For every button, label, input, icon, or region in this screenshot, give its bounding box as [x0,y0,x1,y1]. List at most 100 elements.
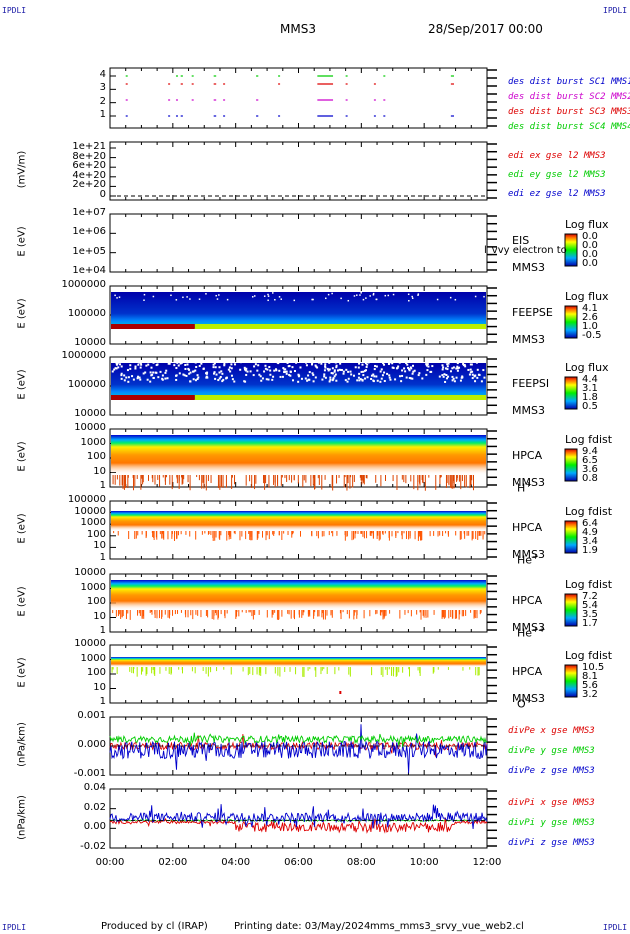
hpca_he-y-tick-label: 1 [99,552,106,563]
feepsi-sparse-pixel [326,367,329,370]
feepsi-sparse-pixel [387,362,390,365]
eis-colorbar-value: 0.0 [582,240,598,251]
feepse-sparse-pixel [114,294,116,297]
hpca_hepp-y-tick-label: 1 [99,625,106,636]
feepsi-sparse-pixel [392,366,395,369]
feepsi-sparse-pixel [221,372,224,375]
hpca_hepp-y-tick-label: 10 [93,610,106,622]
hpca_h-spectrogram-body [111,435,486,475]
feepsi-sparse-pixel [205,372,208,375]
hpca_o-colorbar-value: 3.2 [582,689,598,700]
hpca_he-species-label: He+ [517,552,539,567]
feepsi-sparse-pixel [407,368,410,371]
feepsi-sparse-pixel [398,375,401,378]
feepsi-sparse-pixel [364,362,367,365]
feepse-sparse-pixel [272,292,274,294]
feepsi-sparse-pixel [178,372,181,375]
feepsi-sparse-pixel [120,372,123,375]
feepsi-y-tick-label: 1000000 [61,350,106,361]
feepse-sparse-pixel [411,295,413,298]
feepsi-sparse-pixel [388,376,391,379]
feepse-sparse-pixel [417,293,420,295]
feepse-colorbar-value: -0.5 [582,330,602,341]
feepsi-sparse-pixel [264,364,267,367]
feepse-sparse-pixel [274,298,276,301]
feepsi-sparse-pixel [365,365,368,368]
feepsi-sparse-pixel [421,377,424,380]
feepsi-sparse-pixel [426,369,429,372]
feepsi-colorbar-value: 0.5 [582,401,598,412]
feepsi-sparse-pixel [324,366,327,369]
feepse-sparse-pixel [186,296,188,298]
feepsi-sparse-pixel [149,380,152,383]
feepsi-sparse-pixel [367,361,370,364]
feepse-sparse-pixel [436,298,439,301]
edi-y-tick-label: 1e+21 [72,141,106,152]
corner-label-bl: IPDLI [2,923,27,932]
feepse-sparse-pixel [253,295,256,297]
feepsi-sparse-pixel [463,363,466,366]
hpca_hepp-species-label: He++ [517,625,545,640]
x-tick-label: 02:00 [158,857,188,868]
feepsi-sparse-pixel [231,378,234,381]
feepsi-sparse-pixel [429,370,432,373]
feepsi-sparse-pixel [249,370,252,373]
feepsi-sparse-pixel [307,374,310,377]
divpe-legend-entry: divPe x gse MMS3 [508,726,595,736]
divpe-x-series-line [109,733,488,757]
feepsi-sparse-pixel [470,363,473,366]
feepsi-sparse-pixel [115,367,118,370]
feepsi-sparse-pixel [263,370,266,373]
feepsi-sparse-pixel [214,366,217,369]
burst-y-tick-label: 1 [99,109,106,120]
feepsi-sparse-pixel [265,378,268,381]
divpe-y-tick-label: 0.001 [77,710,106,721]
feepsi-sparse-pixel [469,368,472,371]
feepsi-sparse-pixel [407,366,410,369]
feepsi-sparse-pixel [483,376,486,379]
feepse-sparse-pixel [312,298,314,301]
feepsi-sparse-pixel [312,380,315,383]
feepse-sparse-pixel [116,297,118,299]
feepsi-sparse-pixel [305,364,308,367]
feepsi-sparse-pixel [192,370,195,373]
feepse-sparse-pixel [407,293,410,296]
feepse-sparse-pixel [325,297,327,300]
feepsi-sparse-pixel [379,380,382,383]
feepsi-sparse-pixel [321,378,324,381]
feepsi-sparse-pixel [372,373,375,376]
eis-y-tick-label: 1e+05 [72,245,106,257]
feepsi-sparse-pixel [438,375,441,378]
feepsi-sparse-pixel [139,366,142,369]
feepsi-sparse-pixel [230,374,233,377]
hpca_he-colorbar-value: 1.9 [582,545,598,556]
hpca_o-frame [109,644,488,704]
feepsi-instrument-label: FEEPSI [512,377,550,390]
feepsi-sparse-pixel [323,375,326,378]
eis-colorbar-title: Log flux [565,218,609,231]
feepsi-sparse-pixel [114,367,117,370]
feepsi-sparse-pixel [444,380,447,383]
feepsi-sparse-pixel [352,374,355,377]
hpca_he-y-tick-label: 10 [93,540,106,552]
feepsi-sparse-pixel [245,373,248,376]
feepsi-sparse-pixel [482,369,485,372]
feepsi-sparse-pixel [456,367,459,370]
feepse-sparse-pixel [267,299,269,302]
feepsi-sparse-pixel [441,364,444,367]
feepsi-sparse-pixel [328,368,331,371]
hpca_he-spectrogram-body [111,511,486,531]
hpca_hepp-y-tick-label: 1000 [80,581,106,593]
feepsi-sparse-pixel [331,367,334,370]
hpca_hepp-colorbar-value: 7.2 [582,591,598,602]
feepsi-instrument-label: MMS3 [512,404,545,417]
feepsi-sparse-pixel [200,362,203,365]
feepsi-sparse-pixel [185,374,188,377]
feepsi-sparse-pixel [364,369,367,372]
feepsi-sparse-pixel [293,370,296,373]
divpi-y-tick-label: -0.02 [80,841,106,852]
feepsi-sparse-pixel [451,375,454,378]
feepsi-sparse-pixel [370,377,373,380]
feepse-sparse-pixel [182,296,184,299]
hpca_o-instrument-label: HPCA [512,665,543,678]
